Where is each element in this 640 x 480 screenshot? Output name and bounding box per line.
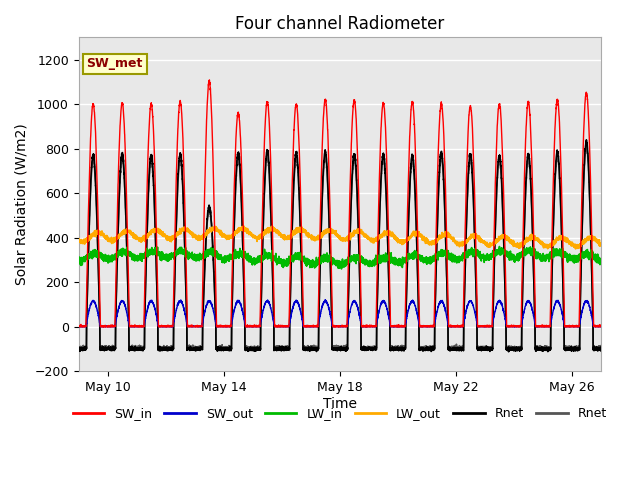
Rnet: [172, 263, 179, 268]
LW_in: [495, 244, 503, 250]
SW_out: [76, 324, 83, 329]
SW_out: [168, 323, 176, 328]
Rnet: [582, 137, 590, 143]
LW_in: [75, 260, 83, 265]
Rnet: [591, 346, 599, 351]
Rnet: [168, 345, 176, 350]
Rnet: [168, 348, 176, 353]
SW_out: [591, 324, 599, 329]
Rnet: [385, 299, 393, 305]
SW_in: [385, 267, 393, 273]
Rnet: [75, 347, 83, 352]
SW_in: [96, 294, 104, 300]
LW_in: [591, 253, 599, 259]
Rnet: [385, 295, 393, 300]
SW_in: [75, 324, 83, 329]
LW_out: [572, 246, 579, 252]
SW_out: [385, 318, 393, 324]
Rnet: [591, 347, 599, 353]
Rnet: [250, 345, 257, 351]
LW_in: [250, 260, 257, 266]
Y-axis label: Solar Radiation (W/m2): Solar Radiation (W/m2): [15, 123, 29, 285]
SW_out: [321, 297, 329, 302]
Rnet: [96, 323, 104, 329]
Rnet: [75, 346, 83, 352]
SW_in: [205, 77, 213, 83]
Rnet: [96, 324, 104, 329]
LW_in: [597, 261, 605, 266]
Line: SW_in: SW_in: [79, 80, 601, 326]
LW_out: [96, 230, 104, 236]
LW_out: [75, 238, 83, 243]
Line: LW_out: LW_out: [79, 226, 601, 249]
LW_in: [96, 251, 104, 256]
LW_out: [168, 233, 176, 239]
LW_out: [385, 229, 393, 235]
Rnet: [172, 258, 179, 264]
LW_in: [338, 266, 346, 272]
Rnet: [250, 346, 257, 351]
Line: LW_in: LW_in: [79, 247, 601, 269]
Text: SW_met: SW_met: [86, 58, 143, 71]
LW_out: [240, 223, 248, 229]
Rnet: [544, 349, 552, 355]
LW_in: [168, 252, 176, 258]
X-axis label: Time: Time: [323, 396, 356, 410]
Line: Rnet: Rnet: [79, 140, 601, 352]
Legend: SW_in, SW_out, LW_in, LW_out, Rnet, Rnet: SW_in, SW_out, LW_in, LW_out, Rnet, Rnet: [68, 402, 612, 425]
Line: SW_out: SW_out: [79, 300, 601, 326]
LW_out: [250, 232, 258, 238]
SW_out: [75, 324, 83, 329]
SW_in: [250, 324, 258, 329]
Rnet: [582, 144, 590, 149]
SW_out: [250, 323, 258, 329]
Title: Four channel Radiometer: Four channel Radiometer: [235, 15, 444, 33]
Line: Rnet: Rnet: [79, 146, 601, 351]
Rnet: [277, 348, 285, 354]
SW_in: [591, 322, 599, 328]
SW_out: [597, 324, 605, 329]
SW_in: [172, 220, 179, 226]
LW_out: [172, 234, 179, 240]
SW_in: [597, 323, 605, 329]
SW_out: [96, 321, 104, 327]
LW_in: [172, 251, 179, 256]
SW_out: [172, 312, 179, 318]
SW_in: [168, 324, 176, 329]
Rnet: [597, 345, 605, 350]
LW_out: [597, 241, 605, 247]
Rnet: [597, 345, 605, 351]
LW_in: [385, 256, 393, 262]
LW_out: [591, 236, 599, 241]
